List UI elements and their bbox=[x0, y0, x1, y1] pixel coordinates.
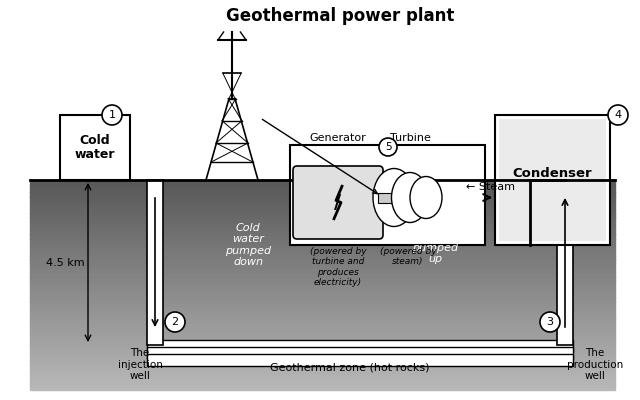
Bar bbox=[30, 242, 615, 247]
Bar bbox=[30, 217, 615, 222]
Bar bbox=[30, 255, 615, 260]
Bar bbox=[30, 306, 615, 310]
Bar bbox=[30, 205, 615, 210]
Bar bbox=[30, 209, 615, 214]
Text: 2: 2 bbox=[172, 317, 179, 327]
Bar bbox=[30, 222, 615, 226]
Bar bbox=[30, 268, 615, 272]
FancyBboxPatch shape bbox=[293, 166, 383, 239]
Bar bbox=[30, 314, 615, 318]
Bar bbox=[30, 385, 615, 390]
Bar bbox=[30, 356, 615, 361]
Bar bbox=[30, 184, 615, 188]
Bar bbox=[495, 115, 610, 245]
Circle shape bbox=[540, 312, 560, 332]
Bar bbox=[30, 348, 615, 352]
Bar bbox=[30, 234, 615, 239]
Bar bbox=[30, 318, 615, 323]
Bar bbox=[30, 373, 615, 378]
Text: The
injection
well: The injection well bbox=[118, 348, 163, 381]
Text: Generator: Generator bbox=[310, 133, 366, 143]
Bar bbox=[30, 377, 615, 382]
Bar bbox=[30, 264, 615, 268]
Ellipse shape bbox=[373, 168, 415, 226]
Bar bbox=[290, 145, 485, 245]
Text: (powered by
steam): (powered by steam) bbox=[380, 247, 436, 266]
Bar bbox=[30, 360, 615, 365]
Bar bbox=[30, 310, 615, 314]
Text: 5: 5 bbox=[385, 142, 391, 152]
Text: Cold
water
pumped
down: Cold water pumped down bbox=[225, 222, 271, 267]
Circle shape bbox=[102, 105, 122, 125]
Bar bbox=[30, 226, 615, 230]
Bar bbox=[30, 343, 615, 348]
Bar bbox=[557, 180, 573, 345]
Bar bbox=[30, 335, 615, 340]
Bar bbox=[30, 284, 615, 289]
Text: The
production
well: The production well bbox=[567, 348, 623, 381]
Bar bbox=[30, 180, 615, 184]
Text: 1: 1 bbox=[109, 110, 115, 120]
Ellipse shape bbox=[392, 172, 429, 222]
Bar bbox=[147, 180, 163, 345]
Ellipse shape bbox=[410, 176, 442, 218]
Bar bbox=[30, 251, 615, 256]
Bar bbox=[30, 230, 615, 234]
Bar bbox=[30, 339, 615, 344]
Bar bbox=[30, 289, 615, 294]
Text: 3: 3 bbox=[547, 317, 554, 327]
Circle shape bbox=[165, 312, 185, 332]
Bar bbox=[30, 352, 615, 356]
Circle shape bbox=[379, 138, 397, 156]
Bar bbox=[378, 192, 398, 202]
Text: Hot
water
pumped
up: Hot water pumped up bbox=[412, 220, 458, 264]
Bar bbox=[30, 247, 615, 252]
Bar bbox=[30, 331, 615, 335]
Circle shape bbox=[608, 105, 628, 125]
Text: ← Steam: ← Steam bbox=[465, 182, 515, 192]
Bar bbox=[30, 272, 615, 277]
Bar bbox=[60, 115, 130, 180]
Bar bbox=[147, 354, 573, 366]
Bar bbox=[30, 293, 615, 298]
Text: 4: 4 bbox=[614, 110, 621, 120]
Text: Geothermal zone (hot rocks): Geothermal zone (hot rocks) bbox=[270, 363, 429, 373]
Bar bbox=[30, 192, 615, 197]
Bar bbox=[147, 340, 573, 352]
Bar bbox=[30, 196, 615, 201]
Bar bbox=[30, 381, 615, 386]
Text: (powered by
turbine and
produces
electricity): (powered by turbine and produces electri… bbox=[310, 247, 366, 287]
Bar bbox=[30, 259, 615, 264]
Text: Geothermal power plant: Geothermal power plant bbox=[226, 7, 454, 25]
Bar bbox=[30, 364, 615, 369]
Bar bbox=[147, 347, 573, 359]
Text: Turbine: Turbine bbox=[390, 133, 431, 143]
Text: Cold
water: Cold water bbox=[75, 134, 115, 162]
Bar bbox=[30, 238, 615, 243]
Bar bbox=[30, 368, 615, 373]
Bar bbox=[30, 280, 615, 285]
Bar bbox=[30, 213, 615, 218]
Bar bbox=[499, 119, 606, 241]
Bar bbox=[30, 297, 615, 302]
Text: Condenser: Condenser bbox=[513, 167, 592, 180]
Bar bbox=[30, 200, 615, 205]
Bar bbox=[30, 322, 615, 327]
Bar bbox=[30, 188, 615, 192]
Text: /: / bbox=[335, 193, 342, 212]
Bar bbox=[30, 276, 615, 281]
Bar bbox=[30, 326, 615, 331]
Bar bbox=[30, 301, 615, 306]
Text: 4.5 km: 4.5 km bbox=[46, 258, 85, 268]
